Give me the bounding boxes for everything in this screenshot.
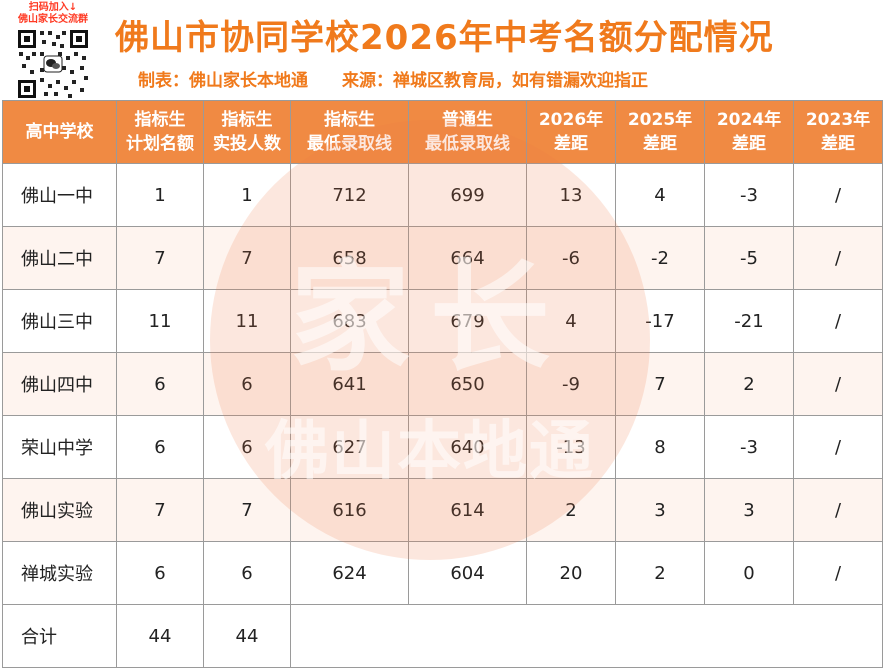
school-name-cell: 佛山一中 [2,163,117,227]
school-name-cell: 佛山三中 [2,289,117,353]
table-cell: 699 [408,163,527,227]
qr-caption-bottom: 佛山家长交流群 [18,14,88,25]
table-cell: 2 [526,478,616,542]
table-cell: 683 [290,289,409,353]
table-cell: 6 [203,415,291,479]
table-cell: -9 [526,352,616,416]
table-cell: 7 [116,478,204,542]
table-cell: 3 [704,478,794,542]
table-row: 佛山实验 7 7 616 614 2 3 3/ [2,478,883,542]
qr-code-block[interactable]: 扫码加入↓ 佛山家长交流群 [10,2,96,100]
table-cell: / [793,163,883,227]
table-row: 佛山四中 6 6 641 650 -9 7 2/ [2,352,883,416]
subtitle: 制表：佛山家长本地通 来源：禅城区教育局，如有错漏欢迎指正 [138,66,878,91]
column-header: 普通生 最低录取线 [408,100,527,164]
table-cell: -6 [526,226,616,290]
table-row: 荣山中学 6 6 627 640 -13 8 -3/ [2,415,883,479]
table-cell: 616 [290,478,409,542]
table-cell: -13 [526,415,616,479]
table-cell: 641 [290,352,409,416]
table-cell: 11 [203,289,291,353]
table-cell: 6 [116,541,204,605]
table-cell: 7 [116,226,204,290]
table-cell: 7 [203,226,291,290]
table-cell: 604 [408,541,527,605]
school-name-cell: 佛山实验 [2,478,117,542]
table-cell: 11 [116,289,204,353]
table-cell: 1 [116,163,204,227]
table-cell: 627 [290,415,409,479]
total-label-cell: 合计 [2,604,117,668]
table-cell: / [793,289,883,353]
header: 扫码加入↓ 佛山家长交流群 佛山市协同学校2026年中考名额分配情况 制表：佛山… [0,0,884,102]
page-title: 佛山市协同学校2026年中考名额分配情况 [115,18,774,58]
maker-label: 制表：佛山家长本地通 [138,71,308,91]
table-cell: 6 [203,352,291,416]
column-header: 2025年 差距 [615,100,705,164]
table-cell: 712 [290,163,409,227]
source-label: 来源：禅城区教育局，如有错漏欢迎指正 [342,71,648,91]
table-cell: 2 [615,541,705,605]
table-cell: 2 [704,352,794,416]
table-cell: 664 [408,226,527,290]
table-cell: -3 [704,163,794,227]
column-header: 指标生 计划名额 [116,100,204,164]
table-cell: 3 [615,478,705,542]
table-cell: 6 [116,415,204,479]
table-cell: 658 [290,226,409,290]
table-cell: 20 [526,541,616,605]
table-cell: 6 [203,541,291,605]
total-actual-cell: 44 [203,604,291,668]
table-cell: / [793,352,883,416]
allocation-table: 高中学校 指标生 计划名额 指标生 实投人数 指标生 最低录取线 普通生 最低录取线 2… [2,100,883,668]
empty-cell [290,604,883,668]
table-cell: 640 [408,415,527,479]
table-row: 佛山二中 7 7 658 664 -6 -2 -5/ [2,226,883,290]
table-row: 佛山三中 11 11 683 679 4 -17 -21/ [2,289,883,353]
table-cell: -5 [704,226,794,290]
table-row: 禅城实验 6 6 624 604 20 2 0/ [2,541,883,605]
school-name-cell: 荣山中学 [2,415,117,479]
table-cell: 13 [526,163,616,227]
table-cell: / [793,541,883,605]
table-cell: 7 [615,352,705,416]
table-cell: 7 [203,478,291,542]
table-cell: 679 [408,289,527,353]
column-header: 2024年 差距 [704,100,794,164]
column-header: 2023年 差距 [793,100,883,164]
table-cell: 6 [116,352,204,416]
table-body: 佛山一中 1 1 712 699 13 4 -3/佛山二中 7 7 658 664 -6 -2 -5/佛山三… [2,163,883,668]
table-cell: 624 [290,541,409,605]
allocation-table-wrap: 高中学校 指标生 计划名额 指标生 实投人数 指标生 最低录取线 普通生 最低录取线 2… [2,100,883,669]
table-cell: / [793,478,883,542]
table-cell: 614 [408,478,527,542]
column-header: 高中学校 [2,100,117,164]
qr-code-icon [16,28,90,100]
table-cell: / [793,226,883,290]
total-plan-cell: 44 [116,604,204,668]
school-name-cell: 佛山二中 [2,226,117,290]
table-cell: 4 [615,163,705,227]
column-header: 2026年 差距 [526,100,616,164]
table-cell: -21 [704,289,794,353]
table-cell: 1 [203,163,291,227]
table-cell: 4 [526,289,616,353]
table-cell: -2 [615,226,705,290]
table-row: 佛山一中 1 1 712 699 13 4 -3/ [2,163,883,227]
column-header: 指标生 最低录取线 [290,100,409,164]
table-cell: -3 [704,415,794,479]
qr-caption-top: 扫码加入↓ [28,2,78,13]
column-header: 指标生 实投人数 [203,100,291,164]
table-cell: -17 [615,289,705,353]
total-row: 合计 44 44 [2,604,883,668]
school-name-cell: 禅城实验 [2,541,117,605]
table-cell: 8 [615,415,705,479]
header-row: 高中学校 指标生 计划名额 指标生 实投人数 指标生 最低录取线 普通生 最低录取线 2… [2,100,883,164]
table-cell: 0 [704,541,794,605]
table-cell: 650 [408,352,527,416]
school-name-cell: 佛山四中 [2,352,117,416]
table-cell: / [793,415,883,479]
